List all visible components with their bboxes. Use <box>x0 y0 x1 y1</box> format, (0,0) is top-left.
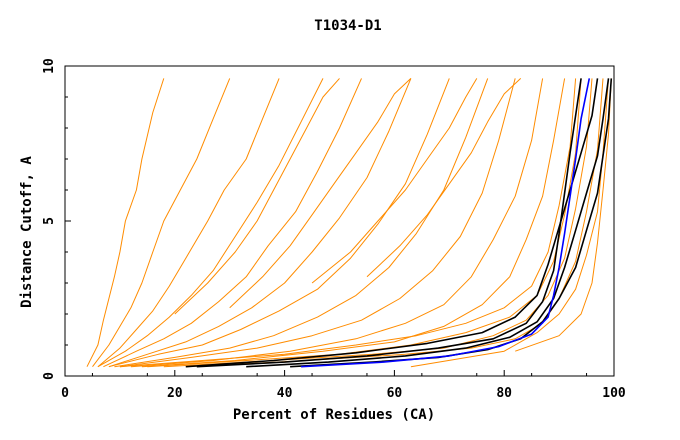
series-line-26 <box>301 78 591 368</box>
series-line-7 <box>108 78 450 368</box>
series-line-9 <box>119 78 516 368</box>
series-line-23 <box>185 78 599 368</box>
series-line-17 <box>515 78 612 352</box>
x-tick-label: 0 <box>61 386 69 401</box>
y-axis: 0 5 10 <box>42 58 71 380</box>
series-line-21 <box>366 78 522 278</box>
x-tick-label: 20 <box>167 386 183 401</box>
series-line-20 <box>311 78 478 284</box>
x-axis: 0 20 40 60 80 100 <box>61 370 626 401</box>
x-axis-title: Percent of Residues (CA) <box>233 407 435 423</box>
series-line-6 <box>108 78 412 368</box>
series-line-5 <box>103 78 362 368</box>
series-line-10 <box>130 78 544 368</box>
series-line-24 <box>246 78 610 368</box>
chart-title: T1034-D1 <box>314 18 381 34</box>
x-tick-label: 100 <box>602 386 626 401</box>
series-line-18 <box>174 78 340 315</box>
y-axis-title: Distance Cutoff, A <box>19 156 35 308</box>
series-line-2 <box>92 78 231 368</box>
x-tick-label: 80 <box>496 386 512 401</box>
series-line-4 <box>97 78 324 368</box>
series-line-11 <box>141 78 566 368</box>
x-tick-label: 60 <box>387 386 403 401</box>
series-layer <box>86 78 613 368</box>
series-line-8 <box>114 78 489 368</box>
series-line-3 <box>97 78 280 368</box>
series-line-1 <box>86 78 165 367</box>
y-tick-label: 5 <box>42 217 57 225</box>
series-line-14 <box>163 78 593 368</box>
y-tick-label: 10 <box>42 58 57 74</box>
y-tick-label: 0 <box>42 372 57 380</box>
series-line-19 <box>229 78 412 309</box>
x-tick-label: 40 <box>277 386 293 401</box>
series-line-22 <box>196 78 582 368</box>
series-line-12 <box>119 78 577 368</box>
series-line-16 <box>410 78 609 368</box>
